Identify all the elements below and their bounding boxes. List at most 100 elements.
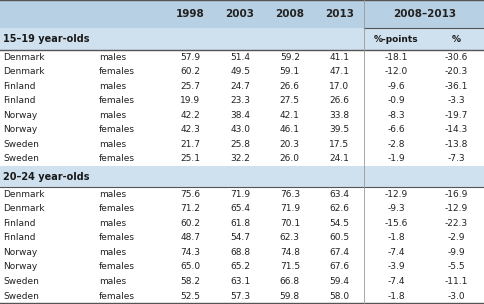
Text: 41.1: 41.1 xyxy=(329,53,349,62)
Bar xyxy=(215,0,264,28)
Bar xyxy=(165,28,215,50)
Text: -19.7: -19.7 xyxy=(444,111,467,120)
Text: Denmark: Denmark xyxy=(3,53,45,62)
Text: 59.2: 59.2 xyxy=(279,53,299,62)
Text: 15–19 year-olds: 15–19 year-olds xyxy=(3,34,89,44)
Bar xyxy=(215,64,264,79)
Bar xyxy=(0,166,165,187)
Text: 59.8: 59.8 xyxy=(279,292,299,301)
Bar xyxy=(264,260,314,274)
Text: 76.3: 76.3 xyxy=(279,190,299,199)
Bar xyxy=(0,288,95,304)
Text: Sweden: Sweden xyxy=(3,292,39,301)
Bar xyxy=(264,50,314,64)
Text: -12.9: -12.9 xyxy=(444,204,467,213)
Text: males: males xyxy=(98,53,125,62)
Text: Denmark: Denmark xyxy=(3,204,45,213)
Bar xyxy=(0,151,95,166)
Bar xyxy=(363,137,427,151)
Text: -13.8: -13.8 xyxy=(444,140,467,149)
Bar xyxy=(363,202,427,216)
Bar xyxy=(95,123,165,137)
Bar xyxy=(95,187,165,202)
Text: 74.3: 74.3 xyxy=(180,248,200,257)
Bar xyxy=(165,166,215,187)
Bar xyxy=(165,50,215,64)
Bar xyxy=(95,79,165,94)
Text: females: females xyxy=(98,204,135,213)
Bar xyxy=(215,79,264,94)
Text: 17.0: 17.0 xyxy=(329,82,349,91)
Text: -9.9: -9.9 xyxy=(447,248,464,257)
Bar xyxy=(95,166,165,187)
Bar xyxy=(427,64,484,79)
Text: 60.2: 60.2 xyxy=(180,219,200,228)
Bar xyxy=(264,94,314,108)
Bar xyxy=(264,108,314,123)
Bar xyxy=(95,288,165,304)
Text: -6.6: -6.6 xyxy=(387,125,404,134)
Text: %: % xyxy=(451,34,460,43)
Text: -7.3: -7.3 xyxy=(447,154,464,163)
Bar xyxy=(95,151,165,166)
Text: -15.6: -15.6 xyxy=(384,219,407,228)
Bar xyxy=(264,274,314,288)
Text: 2003: 2003 xyxy=(225,9,254,19)
Bar xyxy=(165,230,215,245)
Text: 26.6: 26.6 xyxy=(279,82,299,91)
Text: -22.3: -22.3 xyxy=(444,219,467,228)
Bar xyxy=(314,50,363,64)
Bar xyxy=(427,28,484,50)
Bar xyxy=(95,0,165,28)
Text: females: females xyxy=(98,154,135,163)
Text: Norway: Norway xyxy=(3,248,37,257)
Bar xyxy=(215,260,264,274)
Bar xyxy=(314,28,363,50)
Bar xyxy=(0,166,95,187)
Bar xyxy=(215,123,264,137)
Bar xyxy=(314,0,363,28)
Text: -12.9: -12.9 xyxy=(384,190,407,199)
Text: 42.2: 42.2 xyxy=(180,111,200,120)
Text: 42.3: 42.3 xyxy=(180,125,200,134)
Text: 63.1: 63.1 xyxy=(229,277,250,286)
Text: 24.7: 24.7 xyxy=(230,82,249,91)
Bar xyxy=(215,202,264,216)
Bar xyxy=(314,202,363,216)
Text: 46.1: 46.1 xyxy=(279,125,299,134)
Bar xyxy=(215,245,264,260)
Text: 32.2: 32.2 xyxy=(230,154,249,163)
Text: 20.3: 20.3 xyxy=(279,140,299,149)
Bar xyxy=(215,151,264,166)
Bar xyxy=(427,187,484,202)
Bar xyxy=(0,28,95,50)
Text: 71.9: 71.9 xyxy=(279,204,299,213)
Text: 47.1: 47.1 xyxy=(329,67,349,76)
Bar xyxy=(314,137,363,151)
Text: females: females xyxy=(98,262,135,271)
Bar xyxy=(0,0,95,28)
Bar xyxy=(95,216,165,230)
Bar xyxy=(165,187,215,202)
Text: 42.1: 42.1 xyxy=(279,111,299,120)
Text: Sweden: Sweden xyxy=(3,154,39,163)
Bar xyxy=(264,166,314,187)
Bar xyxy=(95,64,165,79)
Text: males: males xyxy=(98,248,125,257)
Bar xyxy=(165,79,215,94)
Text: 33.8: 33.8 xyxy=(329,111,349,120)
Text: Sweden: Sweden xyxy=(3,140,39,149)
Text: Sweden: Sweden xyxy=(3,277,39,286)
Text: -2.8: -2.8 xyxy=(387,140,404,149)
Bar xyxy=(264,28,314,50)
Bar xyxy=(314,245,363,260)
Text: 61.8: 61.8 xyxy=(229,219,250,228)
Bar xyxy=(165,137,215,151)
Text: 38.4: 38.4 xyxy=(229,111,250,120)
Bar xyxy=(314,94,363,108)
Bar xyxy=(165,288,215,304)
Bar xyxy=(95,50,165,64)
Bar xyxy=(427,202,484,216)
Text: Finland: Finland xyxy=(3,233,35,242)
Bar xyxy=(215,230,264,245)
